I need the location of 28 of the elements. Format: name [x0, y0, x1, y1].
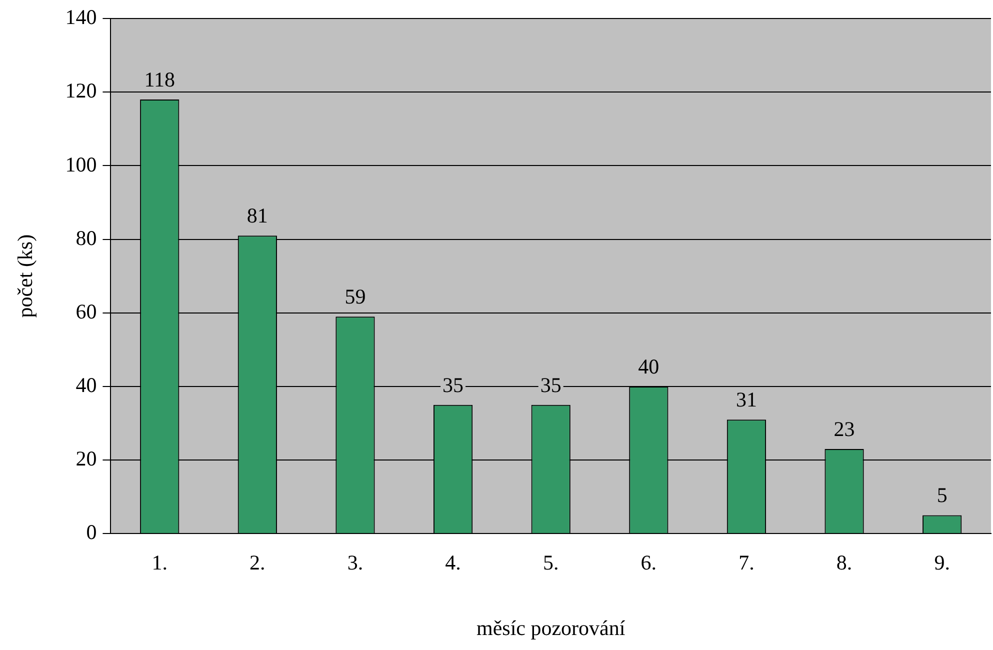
x-tick-label: 9. — [934, 550, 950, 575]
x-tick-label: 8. — [836, 550, 852, 575]
y-tick-label: 40 — [76, 372, 97, 397]
y-tick-label: 80 — [76, 226, 97, 250]
x-tick-label: 6. — [640, 550, 657, 575]
data-label: 5 — [936, 483, 948, 508]
data-label: 35 — [442, 372, 464, 397]
data-label: 31 — [736, 388, 757, 412]
data-label: 59 — [344, 284, 366, 309]
x-axis-title: měsíc pozorování — [476, 616, 626, 640]
data-label: 23 — [834, 417, 855, 442]
x-tick-label: 3. — [347, 550, 364, 575]
data-label: 35 — [540, 372, 562, 397]
data-label: 40 — [638, 354, 660, 378]
x-tick-label: 1. — [152, 550, 168, 575]
data-label: 81 — [246, 204, 268, 228]
y-tick-label: 140 — [65, 5, 97, 30]
x-tick-label: 4. — [445, 550, 461, 575]
y-tick-label: 120 — [65, 78, 97, 103]
y-tick-label: 60 — [76, 299, 97, 324]
x-tick-label: 7. — [738, 550, 754, 575]
y-tick-label: 100 — [65, 152, 97, 176]
y-tick-label: 0 — [86, 520, 97, 544]
x-tick-label: 2. — [250, 550, 266, 575]
y-tick-label: 20 — [76, 446, 97, 471]
data-label: 118 — [144, 68, 175, 92]
y-axis-title: počet (ks) — [13, 234, 38, 318]
x-tick-label: 5. — [542, 550, 559, 575]
